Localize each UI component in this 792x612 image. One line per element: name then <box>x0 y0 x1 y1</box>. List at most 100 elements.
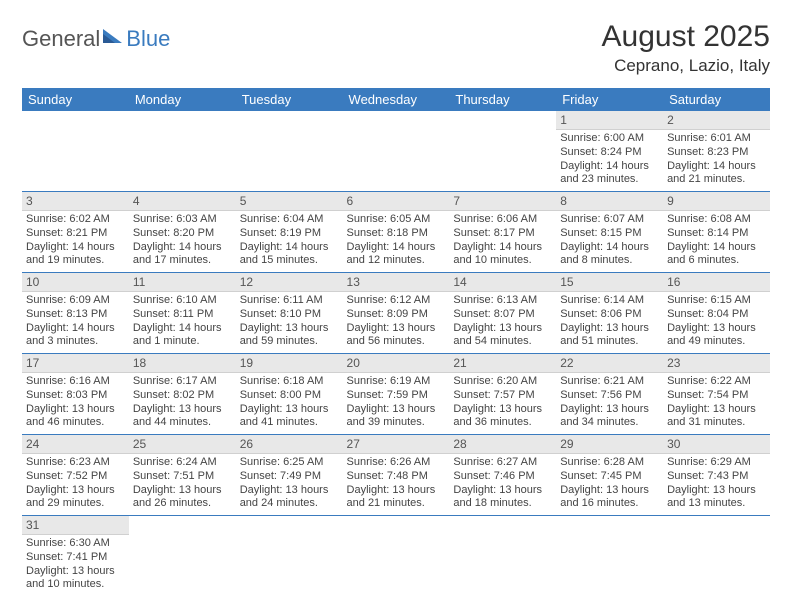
daylight-text: Daylight: 13 hours and 56 minutes. <box>347 322 446 350</box>
day-body: Sunrise: 6:03 AMSunset: 8:20 PMDaylight:… <box>129 211 236 272</box>
calendar-day-cell: 29Sunrise: 6:28 AMSunset: 7:45 PMDayligh… <box>556 435 663 516</box>
calendar-day-cell: 27Sunrise: 6:26 AMSunset: 7:48 PMDayligh… <box>343 435 450 516</box>
day-number: 31 <box>22 516 129 535</box>
sunrise-text: Sunrise: 6:12 AM <box>347 294 446 308</box>
calendar-day-cell: 2Sunrise: 6:01 AMSunset: 8:23 PMDaylight… <box>663 111 770 192</box>
day-number: 5 <box>236 192 343 211</box>
calendar-day-cell: 15Sunrise: 6:14 AMSunset: 8:06 PMDayligh… <box>556 273 663 354</box>
sunset-text: Sunset: 8:19 PM <box>240 227 339 241</box>
sunrise-text: Sunrise: 6:03 AM <box>133 213 232 227</box>
calendar-day-cell: 23Sunrise: 6:22 AMSunset: 7:54 PMDayligh… <box>663 354 770 435</box>
sunrise-text: Sunrise: 6:16 AM <box>26 375 125 389</box>
calendar-week-row: 3Sunrise: 6:02 AMSunset: 8:21 PMDaylight… <box>22 192 770 273</box>
daylight-text: Daylight: 13 hours and 31 minutes. <box>667 403 766 431</box>
daylight-text: Daylight: 13 hours and 59 minutes. <box>240 322 339 350</box>
sunset-text: Sunset: 7:59 PM <box>347 389 446 403</box>
day-body: Sunrise: 6:22 AMSunset: 7:54 PMDaylight:… <box>663 373 770 434</box>
calendar-day-cell: 9Sunrise: 6:08 AMSunset: 8:14 PMDaylight… <box>663 192 770 273</box>
calendar-day-cell: 20Sunrise: 6:19 AMSunset: 7:59 PMDayligh… <box>343 354 450 435</box>
weekday-header-row: Sunday Monday Tuesday Wednesday Thursday… <box>22 88 770 111</box>
calendar-empty-cell <box>22 111 129 192</box>
day-body: Sunrise: 6:01 AMSunset: 8:23 PMDaylight:… <box>663 130 770 191</box>
day-number: 14 <box>449 273 556 292</box>
sunrise-text: Sunrise: 6:23 AM <box>26 456 125 470</box>
daylight-text: Daylight: 13 hours and 51 minutes. <box>560 322 659 350</box>
sunrise-text: Sunrise: 6:22 AM <box>667 375 766 389</box>
calendar-day-cell: 25Sunrise: 6:24 AMSunset: 7:51 PMDayligh… <box>129 435 236 516</box>
sunrise-text: Sunrise: 6:05 AM <box>347 213 446 227</box>
day-number: 16 <box>663 273 770 292</box>
weekday-header: Friday <box>556 88 663 111</box>
daylight-text: Daylight: 13 hours and 10 minutes. <box>26 565 125 593</box>
calendar-day-cell: 24Sunrise: 6:23 AMSunset: 7:52 PMDayligh… <box>22 435 129 516</box>
calendar-week-row: 1Sunrise: 6:00 AMSunset: 8:24 PMDaylight… <box>22 111 770 192</box>
calendar-week-row: 17Sunrise: 6:16 AMSunset: 8:03 PMDayligh… <box>22 354 770 435</box>
sunset-text: Sunset: 8:04 PM <box>667 308 766 322</box>
calendar-week-row: 31 Sunrise: 6:30 AMSunset: 7:41 PMDayligh… <box>22 516 770 597</box>
day-body: Sunrise: 6:08 AMSunset: 8:14 PMDaylight:… <box>663 211 770 272</box>
daylight-text: Daylight: 14 hours and 17 minutes. <box>133 241 232 269</box>
calendar-day-cell: 12Sunrise: 6:11 AMSunset: 8:10 PMDayligh… <box>236 273 343 354</box>
sunset-text: Sunset: 7:57 PM <box>453 389 552 403</box>
sunrise-text: Sunrise: 6:00 AM <box>560 132 659 146</box>
day-number: 25 <box>129 435 236 454</box>
sunrise-text: Sunrise: 6:24 AM <box>133 456 232 470</box>
day-body: Sunrise: 6:20 AMSunset: 7:57 PMDaylight:… <box>449 373 556 434</box>
weekday-header: Tuesday <box>236 88 343 111</box>
sunset-text: Sunset: 7:56 PM <box>560 389 659 403</box>
daylight-text: Daylight: 14 hours and 19 minutes. <box>26 241 125 269</box>
sunrise-text: Sunrise: 6:18 AM <box>240 375 339 389</box>
calendar-day-cell: 21Sunrise: 6:20 AMSunset: 7:57 PMDayligh… <box>449 354 556 435</box>
calendar-day-cell: 1Sunrise: 6:00 AMSunset: 8:24 PMDaylight… <box>556 111 663 192</box>
calendar-day-cell: 17Sunrise: 6:16 AMSunset: 8:03 PMDayligh… <box>22 354 129 435</box>
day-body: Sunrise: 6:06 AMSunset: 8:17 PMDaylight:… <box>449 211 556 272</box>
day-number: 18 <box>129 354 236 373</box>
page-header: General Blue August 2025 Ceprano, Lazio,… <box>22 20 770 76</box>
sunset-text: Sunset: 7:52 PM <box>26 470 125 484</box>
daylight-text: Daylight: 13 hours and 34 minutes. <box>560 403 659 431</box>
calendar-empty-cell <box>236 516 343 597</box>
daylight-text: Daylight: 13 hours and 18 minutes. <box>453 484 552 512</box>
day-body: Sunrise: 6:07 AMSunset: 8:15 PMDaylight:… <box>556 211 663 272</box>
sunset-text: Sunset: 8:11 PM <box>133 308 232 322</box>
sunset-text: Sunset: 7:46 PM <box>453 470 552 484</box>
day-body: Sunrise: 6:02 AMSunset: 8:21 PMDaylight:… <box>22 211 129 272</box>
day-body: Sunrise: 6:19 AMSunset: 7:59 PMDaylight:… <box>343 373 450 434</box>
sunrise-text: Sunrise: 6:21 AM <box>560 375 659 389</box>
day-body: Sunrise: 6:15 AMSunset: 8:04 PMDaylight:… <box>663 292 770 353</box>
sunset-text: Sunset: 8:06 PM <box>560 308 659 322</box>
day-number: 30 <box>663 435 770 454</box>
sunrise-text: Sunrise: 6:19 AM <box>347 375 446 389</box>
daylight-text: Daylight: 14 hours and 21 minutes. <box>667 160 766 188</box>
day-number: 2 <box>663 111 770 130</box>
calendar-empty-cell <box>343 111 450 192</box>
calendar-table: Sunday Monday Tuesday Wednesday Thursday… <box>22 88 770 596</box>
sunrise-text: Sunrise: 6:26 AM <box>347 456 446 470</box>
day-number: 17 <box>22 354 129 373</box>
day-body: Sunrise: 6:24 AMSunset: 7:51 PMDaylight:… <box>129 454 236 515</box>
daylight-text: Daylight: 14 hours and 1 minute. <box>133 322 232 350</box>
sunrise-text: Sunrise: 6:07 AM <box>560 213 659 227</box>
sunset-text: Sunset: 7:41 PM <box>26 551 125 565</box>
calendar-day-cell: 10Sunrise: 6:09 AMSunset: 8:13 PMDayligh… <box>22 273 129 354</box>
day-body: Sunrise: 6:16 AMSunset: 8:03 PMDaylight:… <box>22 373 129 434</box>
sunrise-text: Sunrise: 6:30 AM <box>26 537 125 551</box>
calendar-empty-cell <box>129 111 236 192</box>
calendar-day-cell: 7Sunrise: 6:06 AMSunset: 8:17 PMDaylight… <box>449 192 556 273</box>
sunrise-text: Sunrise: 6:25 AM <box>240 456 339 470</box>
calendar-day-cell: 3Sunrise: 6:02 AMSunset: 8:21 PMDaylight… <box>22 192 129 273</box>
day-body: Sunrise: 6:27 AMSunset: 7:46 PMDaylight:… <box>449 454 556 515</box>
day-number: 6 <box>343 192 450 211</box>
day-body: Sunrise: 6:05 AMSunset: 8:18 PMDaylight:… <box>343 211 450 272</box>
daylight-text: Daylight: 14 hours and 12 minutes. <box>347 241 446 269</box>
sunset-text: Sunset: 8:13 PM <box>26 308 125 322</box>
page-title: August 2025 <box>602 20 770 54</box>
sunset-text: Sunset: 8:24 PM <box>560 146 659 160</box>
day-number: 23 <box>663 354 770 373</box>
weekday-header: Thursday <box>449 88 556 111</box>
day-body: Sunrise: 6:23 AMSunset: 7:52 PMDaylight:… <box>22 454 129 515</box>
sunrise-text: Sunrise: 6:08 AM <box>667 213 766 227</box>
calendar-day-cell: 14Sunrise: 6:13 AMSunset: 8:07 PMDayligh… <box>449 273 556 354</box>
daylight-text: Daylight: 13 hours and 29 minutes. <box>26 484 125 512</box>
day-number: 22 <box>556 354 663 373</box>
